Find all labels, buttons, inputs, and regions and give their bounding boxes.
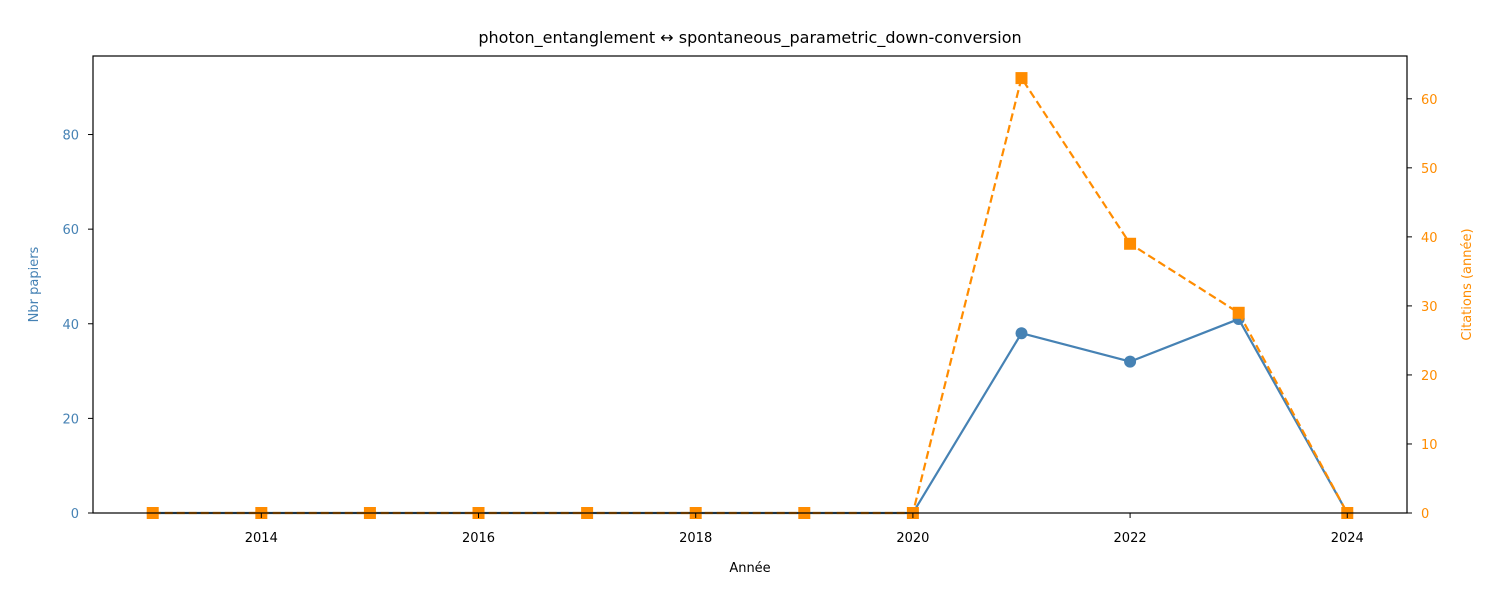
series-1-point: [1015, 72, 1028, 85]
x-tick-label: 2014: [245, 531, 278, 546]
y-right-tick-label: 10: [1421, 438, 1438, 453]
series-line-1: [152, 76, 1349, 515]
x-tick-label: 2020: [896, 531, 929, 546]
x-tick-label: 2024: [1331, 531, 1364, 546]
x-axis-label: Année: [729, 561, 770, 576]
y-left-tick-label: 20: [62, 412, 79, 427]
x-tick-label: 2018: [679, 531, 712, 546]
y-left-tick-label: 40: [62, 318, 79, 333]
plot-area: [146, 72, 1354, 519]
axes: 2014 2016 2018 2020 2022 2024 0 20 40 60 80 0 10 20 30…: [62, 55, 1438, 546]
y-left-tick-label: 0: [71, 507, 79, 522]
x-tick-label: 2016: [462, 531, 495, 546]
y-axis-label-right: Citations (année): [1460, 228, 1475, 340]
series-line-0: [152, 317, 1349, 515]
y-right-tick-label: 20: [1421, 369, 1438, 384]
y-right-tick-label: 0: [1421, 507, 1429, 522]
y-right-tick-label: 30: [1421, 300, 1438, 315]
x-tick-label: 2022: [1114, 531, 1147, 546]
y-left-tick-label: 60: [62, 223, 79, 238]
y-right-tick-label: 50: [1421, 162, 1438, 177]
y-axis-label-left: Nbr papiers: [27, 246, 42, 322]
y-right-tick-label: 40: [1421, 231, 1438, 246]
series-0-point: [1015, 327, 1028, 340]
chart-title: photon_entanglement ↔ spontaneous_parame…: [478, 28, 1021, 48]
plot-frame: [92, 55, 1408, 514]
y-left-tick-label: 80: [62, 129, 79, 144]
series-1-point: [1124, 237, 1137, 250]
y-right-tick-label: 60: [1421, 93, 1438, 108]
series-0-point: [1124, 355, 1137, 368]
series-1-point: [1232, 306, 1245, 319]
